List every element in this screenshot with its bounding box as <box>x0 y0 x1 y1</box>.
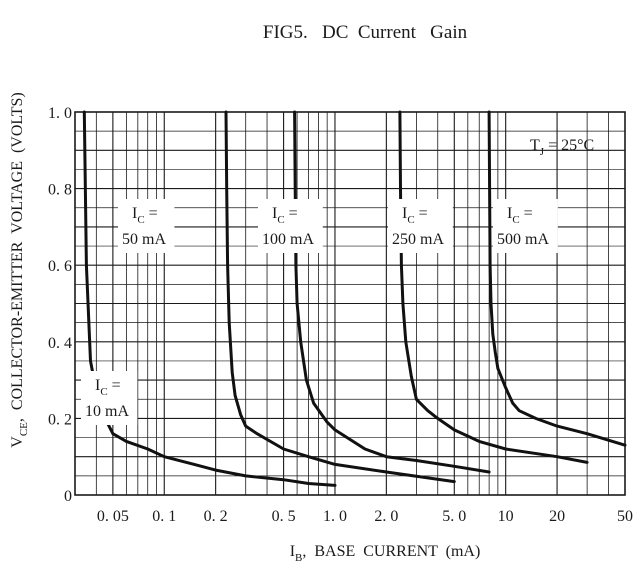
curve-label-current: IC = <box>507 205 533 226</box>
curve-label-value: 250 mA <box>392 231 444 248</box>
x-tick-label: 50 <box>617 508 633 525</box>
curve-label-current: IC = <box>402 205 428 226</box>
x-axis-label: IB, BASE CURRENT (mA) <box>290 543 481 564</box>
curve-label-background <box>81 371 138 425</box>
curve-label-background <box>258 199 323 253</box>
x-tick-label: 0. 2 <box>204 508 228 525</box>
plot-frame <box>74 111 626 496</box>
x-tick-label: 10 <box>498 508 514 525</box>
chart-title: FIG5. DC Current Gain <box>263 22 468 43</box>
y-tick-label: 0 <box>64 488 72 505</box>
curve-label-value: 100 mA <box>262 231 314 248</box>
curve-label-value: 50 mA <box>122 231 166 248</box>
y-tick-label: 0. 4 <box>48 335 72 352</box>
curve-label-value: 10 mA <box>85 403 129 420</box>
curve-label-background <box>388 199 453 253</box>
temperature-annotation: TJ = 25°C <box>530 137 594 158</box>
y-tick-label: 0. 8 <box>48 182 72 199</box>
curve-label-background <box>118 199 175 253</box>
x-tick-label: 1. 0 <box>323 508 347 525</box>
y-tick-label: 0. 6 <box>48 258 72 275</box>
x-tick-label: 0. 05 <box>97 508 129 525</box>
curve-label-value: 500 mA <box>497 231 549 248</box>
curve-label-current: IC = <box>132 205 158 226</box>
curve-line <box>224 110 456 484</box>
curve-line <box>293 110 491 474</box>
x-tick-label: 20 <box>549 508 565 525</box>
x-axis-ticks: 0. 05 0. 1 0. 2 0. 5 1. 0 2. 0 5. 0 10 20 50 <box>97 508 633 525</box>
x-tick-label: 5. 0 <box>442 508 466 525</box>
y-axis-ticks: 0 0. 2 0. 4 0. 6 0. 8 1. 0 <box>48 105 72 505</box>
curve-label-background <box>493 199 558 253</box>
x-tick-label: 2. 0 <box>374 508 398 525</box>
y-tick-label: 0. 2 <box>48 411 72 428</box>
grid <box>75 112 625 495</box>
curve-line <box>487 110 627 447</box>
curve-label-current: IC = <box>272 205 298 226</box>
curve-labels: IC = 10 mA IC = 50 mA IC = 100 mA IC = 250 mA IC… <box>81 199 558 425</box>
curve-line <box>398 110 589 464</box>
x-tick-label: 0. 1 <box>152 508 176 525</box>
curves <box>82 110 627 487</box>
curve-label-current: IC = <box>95 377 121 398</box>
y-axis-label: VCE, COLLECTOR-EMITTER VOLTAGE (VOLTS) <box>9 92 30 447</box>
y-tick-label: 1. 0 <box>48 105 72 122</box>
x-tick-label: 0. 5 <box>272 508 296 525</box>
